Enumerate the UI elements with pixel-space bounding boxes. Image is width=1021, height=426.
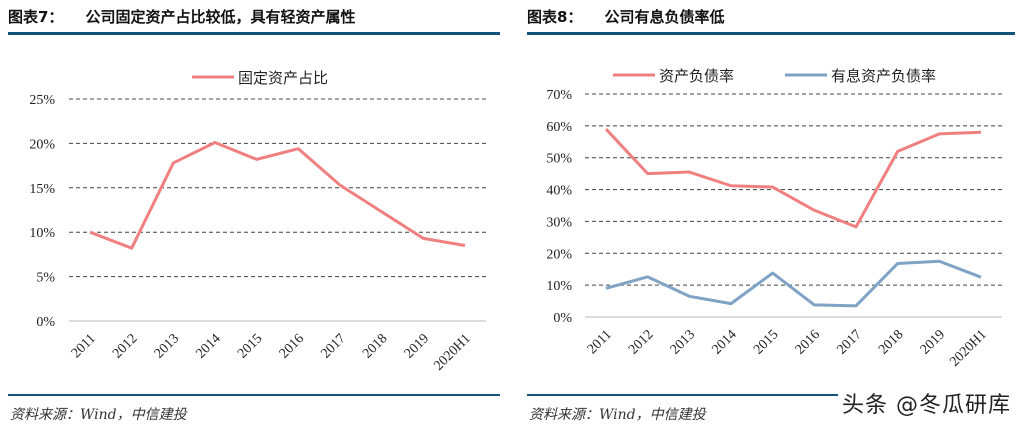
right-y-tick-label: 60% [546, 120, 572, 135]
right-x-tick-label: 2019 [918, 327, 948, 357]
right-x-tick-label: 2018 [876, 327, 906, 357]
left-x-tick-label: 2017 [318, 331, 348, 361]
right-figure-caption: 公司有息负债率低 [604, 8, 725, 26]
right-y-tick-label: 0% [553, 311, 572, 326]
right-x-tick-label: 2020H1 [947, 327, 990, 370]
left-x-tick-label: 2014 [193, 331, 223, 361]
left-source-note: 资料来源：Wind，中信建投 [10, 407, 187, 423]
right-figure-title: 图表8： 公司有息负债率低 [527, 6, 724, 27]
left-y-tick-label: 10% [29, 226, 55, 241]
left-x-tick-label: 2019 [402, 331, 432, 361]
right-y-tick-label: 70% [546, 88, 572, 103]
right-x-tick-label: 2016 [793, 327, 823, 357]
right-source-note: 资料来源：Wind，中信建投 [529, 407, 706, 423]
left-y-tick-label: 15% [29, 182, 55, 197]
left-figure-title: 图表7： 公司固定资产占比较低，具有轻资产属性 [8, 6, 355, 27]
right-x-tick-label: 2012 [626, 327, 656, 357]
right-legend-label-0: 资产负债率 [659, 67, 734, 85]
right-figure-number: 图表8： [527, 8, 583, 26]
left-figure-caption: 公司固定资产占比较低，具有轻资产属性 [85, 8, 356, 26]
right-x-tick-label: 2011 [585, 327, 615, 357]
left-figure-number: 图表7： [8, 8, 64, 26]
right-y-tick-label: 50% [546, 152, 572, 167]
left-y-tick-label: 0% [36, 315, 55, 330]
right-legend-label-1: 有息资产负债率 [831, 67, 936, 85]
right-series-line-1 [605, 259, 982, 308]
watermark: 头条 @冬瓜研库 [838, 387, 1015, 419]
left-x-tick-label: 2013 [152, 331, 182, 361]
left-y-tick-label: 20% [29, 137, 55, 152]
left-footer-rule [8, 394, 500, 396]
right-y-tick-label: 10% [546, 279, 572, 294]
left-header-rule [8, 32, 500, 35]
right-y-tick-label: 20% [546, 247, 572, 262]
left-x-tick-label: 2011 [69, 331, 99, 361]
right-y-tick-label: 40% [546, 184, 572, 199]
left-x-tick-label: 2016 [277, 331, 307, 361]
right-x-tick-label: 2013 [668, 327, 698, 357]
right-series-line-0 [604, 128, 982, 229]
right-footer-rule [527, 394, 1015, 396]
left-y-tick-label: 25% [29, 93, 55, 108]
right-x-tick-label: 2015 [751, 327, 781, 357]
left-x-tick-label: 2020H1 [431, 331, 474, 374]
left-legend-label-0: 固定资产占比 [238, 69, 328, 87]
left-x-tick-label: 2015 [235, 331, 265, 361]
right-x-tick-label: 2014 [709, 327, 739, 357]
right-header-rule [527, 32, 1015, 35]
right-x-tick-label: 2017 [834, 327, 864, 357]
right-y-tick-label: 30% [546, 215, 572, 230]
left-y-tick-label: 5% [36, 271, 55, 286]
left-x-tick-label: 2012 [110, 331, 140, 361]
left-x-tick-label: 2018 [360, 331, 390, 361]
left-series-line-0 [89, 141, 466, 250]
